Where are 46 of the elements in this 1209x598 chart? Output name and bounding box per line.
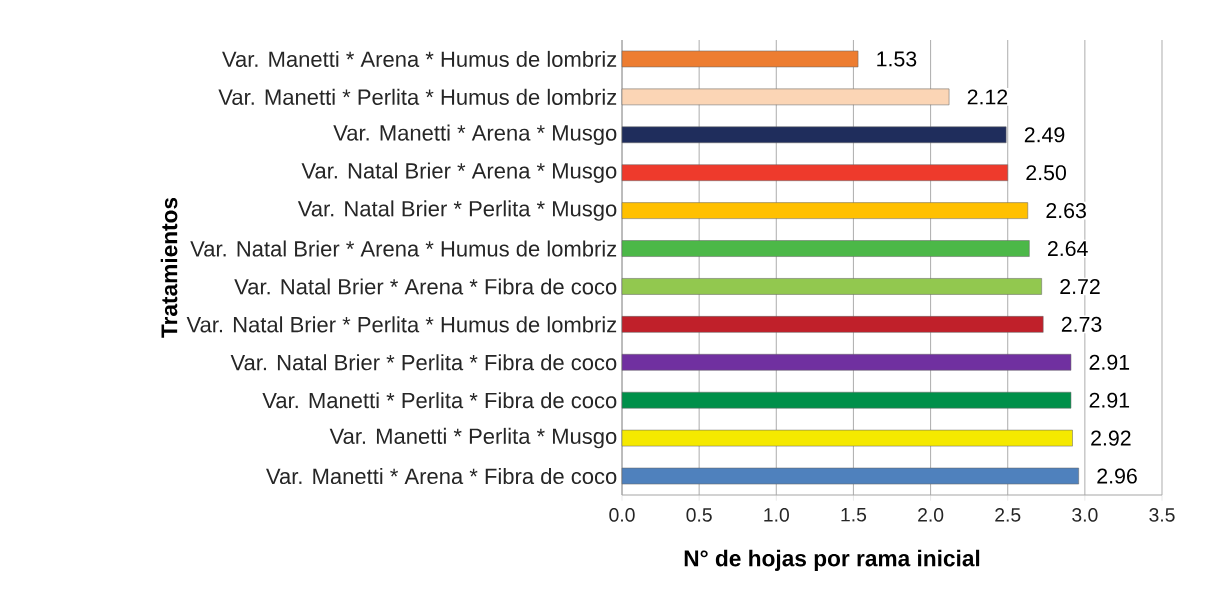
bar	[621, 202, 1029, 219]
bar	[621, 316, 1044, 333]
data-label: 2.12	[967, 89, 1008, 105]
y-tick-label: Var. Manetti * Perlita * Musgo	[329, 427, 617, 449]
x-tick-label: 3.0	[1072, 508, 1098, 522]
y-tick-label: Var. Natal Brier * Perlita * Humus de lombriz	[186, 316, 617, 333]
bar	[621, 391, 1072, 409]
x-tick-label: 0.0	[609, 508, 635, 522]
y-axis-title: Tratamientos	[160, 197, 178, 338]
data-label: 2.49	[1024, 127, 1065, 143]
bar	[621, 240, 1030, 257]
data-label: 2.63	[1046, 203, 1086, 219]
bar	[621, 429, 1073, 447]
x-tick-label: 1.5	[841, 508, 867, 522]
bar	[621, 354, 1072, 371]
data-label: 2.96	[1097, 468, 1137, 484]
x-tick-label: 1.0	[764, 508, 789, 522]
x-tick-label: 2.5	[995, 508, 1021, 522]
data-label: 2.91	[1089, 354, 1130, 370]
data-label: 2.64	[1047, 240, 1088, 257]
y-tick-label: Var. Natal Brier * Arena * Humus de lombriz	[190, 240, 617, 257]
data-label: 2.72	[1060, 279, 1100, 294]
y-tick-label: Var. Manetti * Arena * Fibra de coco	[266, 467, 617, 485]
bar	[621, 126, 1007, 144]
data-label: 1.53	[877, 51, 917, 67]
y-tick-label: Var. Manetti * Perlita * Fibra de coco	[262, 392, 617, 409]
y-tick-label: Var. Natal Brier * Arena * Fibra de coco	[234, 278, 617, 295]
bar	[621, 88, 950, 106]
x-tick-label: 3.5	[1149, 508, 1175, 522]
y-tick-label: Var. Natal Brier * Perlita * Musgo	[297, 200, 617, 221]
bar	[621, 467, 1079, 485]
bar	[621, 50, 859, 68]
x-tick-label: 0.5	[686, 508, 712, 522]
y-tick-label: Var. Natal Brier * Perlita * Fibra de coco	[230, 354, 617, 371]
bar	[621, 164, 1008, 181]
data-label: 2.50	[1026, 165, 1066, 181]
x-axis-title: N° de hojas por rama inicial	[684, 549, 980, 571]
data-label: 2.92	[1091, 430, 1131, 446]
x-tick-label: 2.0	[918, 508, 944, 522]
y-tick-label: Var. Manetti * Arena * Humus de lombriz	[222, 50, 617, 68]
y-tick-label: Var. Manetti * Arena * Musgo	[333, 124, 617, 146]
data-label: 2.73	[1061, 316, 1102, 332]
data-label: 2.91	[1089, 392, 1130, 408]
bar	[621, 278, 1042, 295]
y-tick-label: Var. Manetti * Perlita * Humus de lombriz	[218, 88, 617, 105]
y-tick-label: Var. Natal Brier * Arena * Musgo	[301, 162, 617, 183]
